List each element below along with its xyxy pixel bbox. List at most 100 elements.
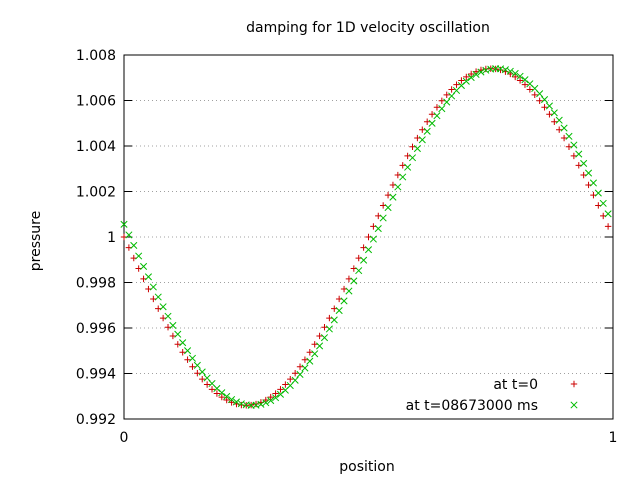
x-axis-ticks: 01 <box>120 55 618 446</box>
x-tick-label: 0 <box>120 430 129 446</box>
legend: at t=0 at t=08673000 ms <box>406 377 578 414</box>
data-point <box>414 145 420 151</box>
data-point <box>541 96 547 102</box>
y-tick-label: 1.004 <box>76 139 116 155</box>
legend-label: at t=0 <box>493 377 538 393</box>
data-point <box>380 215 386 221</box>
data-point <box>546 103 552 109</box>
data-point <box>409 155 415 161</box>
data-point <box>131 242 137 248</box>
data-point <box>302 357 308 363</box>
x-axis-label: position <box>339 459 394 475</box>
data-point <box>590 180 596 186</box>
data-point <box>400 174 406 180</box>
x-tick-label: 1 <box>609 430 618 446</box>
data-point <box>360 257 366 263</box>
data-point <box>155 305 161 311</box>
data-point <box>346 288 352 294</box>
data-point <box>370 236 376 242</box>
data-point <box>414 135 420 141</box>
data-point <box>155 294 161 300</box>
y-tick-label: 0.994 <box>76 367 116 383</box>
data-point <box>170 333 176 339</box>
data-point <box>184 357 190 363</box>
data-point <box>444 92 450 98</box>
data-point <box>434 113 440 119</box>
data-point <box>576 162 582 168</box>
data-point <box>595 190 601 196</box>
data-point <box>605 223 611 229</box>
data-point <box>184 347 190 353</box>
data-point <box>419 137 425 143</box>
data-point <box>429 111 435 117</box>
data-point <box>434 104 440 110</box>
data-point <box>321 324 327 330</box>
series-plus <box>121 65 612 408</box>
data-point <box>336 307 342 313</box>
data-point <box>561 135 567 141</box>
data-point <box>404 153 410 159</box>
data-point <box>585 170 591 176</box>
data-point <box>576 151 582 157</box>
data-point <box>326 326 332 332</box>
y-tick-label: 1.008 <box>76 48 116 64</box>
data-point <box>307 358 313 364</box>
data-point <box>140 263 146 269</box>
data-point <box>444 99 450 105</box>
data-point <box>165 313 171 319</box>
data-point <box>331 317 337 323</box>
data-point <box>439 105 445 111</box>
data-point <box>605 211 611 217</box>
data-point <box>135 253 141 259</box>
data-point <box>375 225 381 231</box>
data-point <box>287 376 293 382</box>
y-tick-label: 1.002 <box>76 185 116 201</box>
data-point <box>292 370 298 376</box>
data-point <box>400 162 406 168</box>
data-point <box>546 111 552 117</box>
y-tick-label: 0.996 <box>76 321 116 337</box>
data-point <box>297 371 303 377</box>
data-point <box>331 305 337 311</box>
data-point <box>551 110 557 116</box>
data-point <box>439 98 445 104</box>
y-tick-label: 0.998 <box>76 276 116 292</box>
data-point <box>566 133 572 139</box>
data-point <box>424 119 430 125</box>
data-point <box>150 284 156 290</box>
y-tick-label: 0.992 <box>76 412 116 428</box>
y-axis-label: pressure <box>28 211 44 271</box>
data-point <box>424 128 430 134</box>
legend-marker <box>571 402 577 408</box>
data-point <box>600 200 606 206</box>
data-point <box>341 298 347 304</box>
data-point <box>145 274 151 280</box>
y-axis-ticks: 0.9920.9940.9960.99811.0021.0041.0061.00… <box>76 48 613 428</box>
data-point <box>541 104 547 110</box>
data-point <box>160 304 166 310</box>
data-point <box>385 204 391 210</box>
data-point <box>429 120 435 126</box>
data-point <box>536 91 542 97</box>
data-point <box>571 142 577 148</box>
data-point <box>356 267 362 273</box>
data-point <box>551 119 557 125</box>
data-point <box>179 349 185 355</box>
data-point <box>390 194 396 200</box>
data-point <box>165 324 171 330</box>
legend-label: at t=08673000 ms <box>406 398 538 414</box>
data-point <box>194 362 200 368</box>
data-point <box>189 355 195 361</box>
data-point <box>160 315 166 321</box>
data-point <box>194 370 200 376</box>
data-point <box>566 144 572 150</box>
data-series <box>121 65 612 408</box>
data-point <box>561 125 567 131</box>
data-point <box>321 334 327 340</box>
data-point <box>312 351 318 357</box>
data-point <box>556 126 562 132</box>
data-point <box>199 369 205 375</box>
data-point <box>312 341 318 347</box>
data-point <box>292 377 298 383</box>
